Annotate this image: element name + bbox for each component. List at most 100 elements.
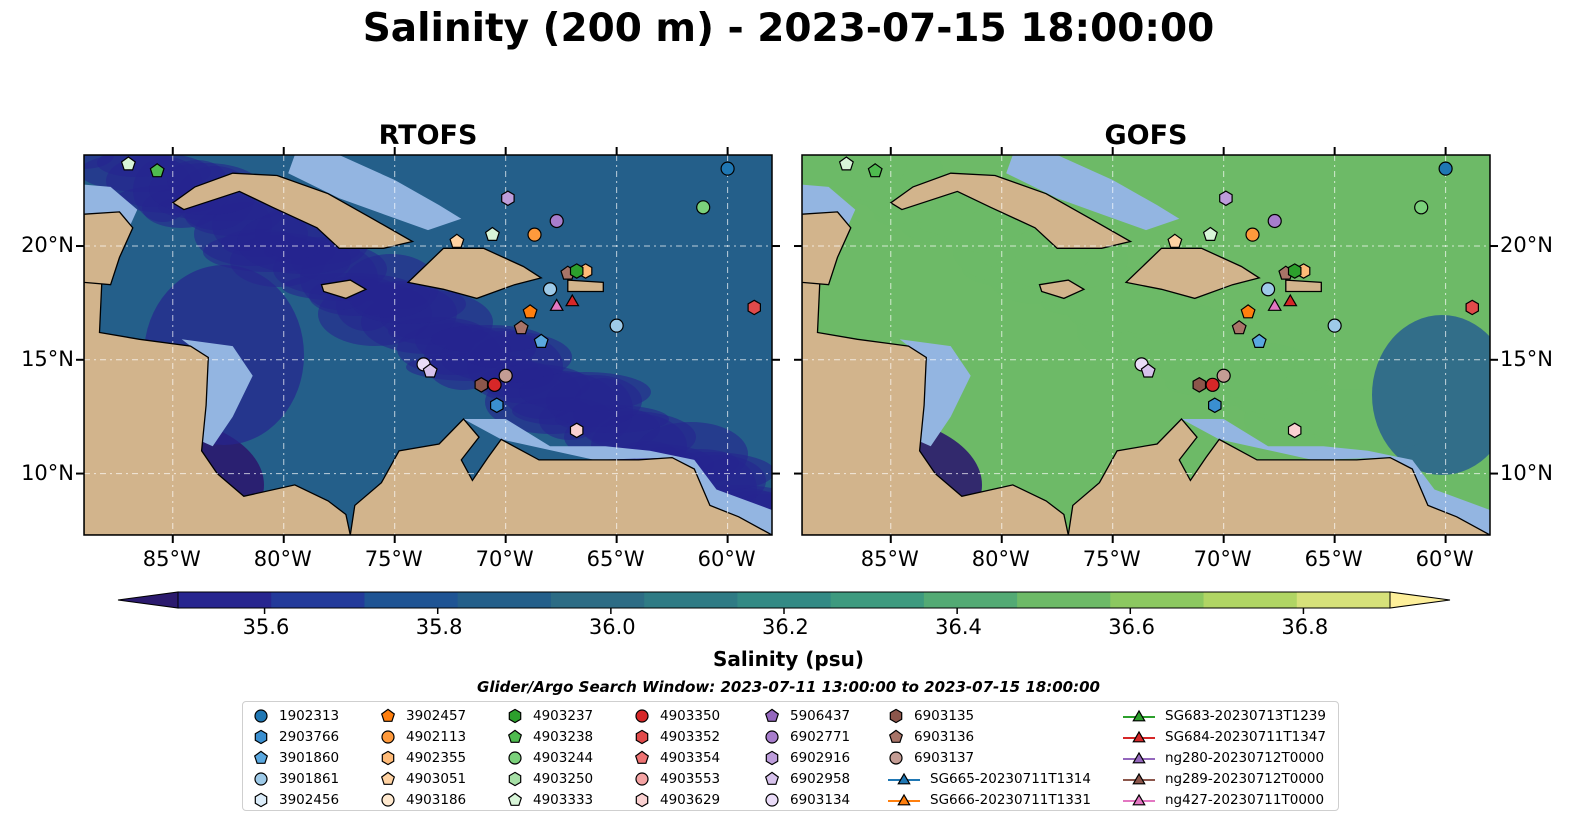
y-tick-label-right: 15°N (1500, 346, 1553, 371)
legend-label: SG665-20230711T1314 (930, 770, 1091, 787)
obs-marker-4903051 (1167, 233, 1183, 248)
x-tick-label: 85°W (860, 547, 919, 571)
x-tick-label: 70°W (1193, 547, 1252, 571)
legend-label: 4903250 (533, 770, 594, 787)
obs-marker-6902771 (549, 213, 564, 229)
pentagon-marker-icon (507, 729, 523, 743)
obs-marker-3901861 (1260, 282, 1276, 297)
obs-marker-6903137 (498, 368, 513, 383)
legend-item: 4903354 (634, 747, 720, 768)
rtofs-panel-title: RTOFS (378, 120, 478, 151)
obs-marker-3901860 (533, 333, 549, 348)
shelf-bahamas (1006, 155, 1180, 231)
obs-marker-3902457 (522, 304, 538, 319)
legend-item: SG684-20230711T1347 (1123, 726, 1326, 747)
legend-column: 4903350 4903352 4903354 4903553 4903629 (634, 705, 720, 810)
land-southam (349, 418, 772, 535)
obs-marker-4903238 (149, 163, 165, 178)
land-pr (567, 279, 604, 293)
land-yucatan (802, 211, 852, 286)
legend-label: 4902355 (406, 749, 467, 766)
obs-marker-4903350 (487, 377, 502, 392)
legend-label: 4903186 (406, 791, 467, 808)
y-tick-label-left: 10°N (21, 460, 74, 485)
obs-marker-4903352 (747, 299, 762, 316)
salinity-patch (343, 254, 439, 318)
legend-label: 3901860 (279, 749, 340, 766)
obs-marker-6902958 (422, 363, 438, 378)
triangle-marker-icon (1123, 751, 1155, 763)
legend-label: 3902456 (279, 791, 340, 808)
legend-item: 4903250 (507, 768, 593, 789)
pentagon-marker-icon (764, 708, 780, 722)
land-jamaica (1038, 279, 1086, 300)
x-tick-label: 60°W (697, 547, 756, 571)
y-tick-label-left: 20°N (21, 233, 74, 258)
circle-marker-icon (765, 729, 779, 744)
obs-marker-3901861 (1327, 318, 1342, 333)
obs-marker-4903244 (1414, 200, 1429, 215)
x-tick-label: 80°W (253, 547, 312, 571)
shelf-vzshelf (463, 419, 772, 535)
obs-marker-6903136 (513, 320, 529, 335)
obs-marker-ng427-20230711T0000 (1267, 298, 1282, 311)
shelf-vzshelf (1181, 419, 1490, 535)
legend-item: 1902313 (253, 705, 339, 726)
circle-marker-icon (381, 729, 395, 744)
legend-item: 4903333 (507, 789, 593, 810)
axis-ticks (76, 147, 1498, 543)
obs-marker-3902457 (1240, 304, 1256, 319)
obs-marker-4903333 (1202, 226, 1218, 241)
obs-marker-6903137 (1216, 368, 1231, 383)
land-central (802, 279, 1069, 535)
legend-item: 3901860 (253, 747, 339, 768)
colorbar-segment (178, 592, 272, 608)
legend-label: ng427-20230711T0000 (1165, 791, 1325, 808)
legend-column: 4903237 4903238 4903244 4903250 4903333 (507, 705, 593, 810)
legend-label: ng289-20230712T0000 (1165, 770, 1325, 787)
x-tick-label: 65°W (1304, 547, 1363, 571)
legend-label: 6902958 (790, 770, 851, 787)
colorbar-segment (923, 592, 1018, 608)
gofs-panel-title: GOFS (1104, 120, 1188, 151)
legend-label: 3902457 (406, 707, 467, 724)
obs-marker-4903333 (120, 156, 136, 171)
obs-marker-3901861 (609, 318, 624, 333)
pentagon-marker-icon (380, 708, 396, 722)
legend-label: 4902113 (406, 728, 467, 745)
map-frame (801, 154, 1491, 536)
legend-label: 4903244 (533, 749, 594, 766)
obs-marker-4902113 (527, 227, 542, 242)
colorbar-tick-label: 36.8 (1281, 615, 1329, 639)
shelf-bahamas (288, 155, 462, 231)
legend-item: 6902916 (764, 747, 850, 768)
gofs-map (801, 154, 1491, 536)
legend-item: 3902457 (380, 705, 466, 726)
colorbar-segment (271, 592, 365, 608)
y-tick-label-left: 15°N (21, 346, 74, 371)
obs-marker-4903051 (449, 233, 465, 248)
legend-label: 4903553 (660, 770, 721, 787)
triangle-marker-icon (1123, 730, 1155, 742)
colorbar-extend-high (1389, 591, 1451, 609)
land-cuba (889, 172, 1133, 249)
legend-label: 6903135 (914, 707, 975, 724)
legend-item: 5906437 (764, 705, 850, 726)
colorbar-segment (644, 592, 738, 608)
circle-marker-icon (381, 792, 395, 807)
pentagon-marker-icon (507, 792, 523, 806)
legend-item: 4903629 (634, 789, 720, 810)
figure-title: Salinity (200 m) - 2023-07-15 18:00:00 (362, 6, 1215, 51)
legend-label: 6902916 (790, 749, 851, 766)
hexagon-marker-icon (254, 729, 268, 744)
x-tick-label: 70°W (475, 547, 534, 571)
legend-label: 5906437 (790, 707, 851, 724)
legend-column: 3902457 4902113 4902355 4903051 4903186 (380, 705, 466, 810)
pentagon-marker-icon (634, 750, 650, 764)
obs-marker-4903238 (867, 163, 883, 178)
legend-item: 4903051 (380, 768, 466, 789)
land-cuba (171, 172, 415, 249)
colorbar-segment (1017, 592, 1111, 608)
colorbar-segment (737, 592, 832, 608)
legend-column: 6903135 6903136 6903137 SG665-20230711T1314… (888, 705, 1091, 810)
